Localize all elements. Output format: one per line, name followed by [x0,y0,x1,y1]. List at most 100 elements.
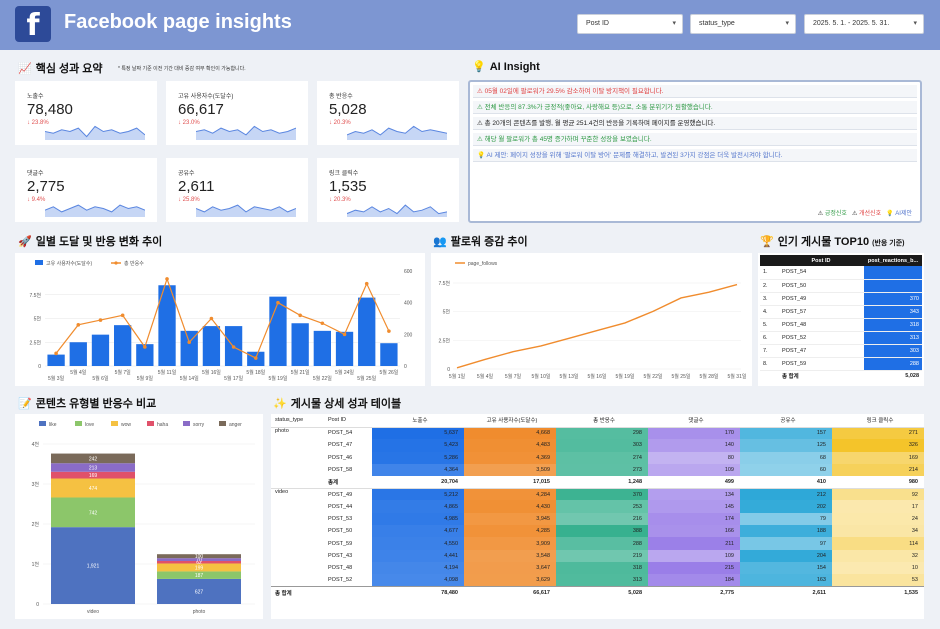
top10-row[interactable]: 1. POST_54 [760,266,922,279]
metric-cell: 4,677 [372,525,464,538]
right-tick: 400 [404,301,413,307]
rank: 4. [763,308,768,315]
ai-insight-line: 💡 AI 제안: 페이지 성장을 위해 '팔로워 이탈 방어' 문제를 해결하고… [473,149,917,162]
kpi-change: ↓ 9.4% [27,197,46,203]
grand-total-cell: 2,775 [720,589,734,596]
metric-cell: 326 [832,439,924,452]
top10-row[interactable]: 3. POST_49 370 [760,292,922,305]
reactions-point [342,332,347,337]
metric-cell: 4,364 [372,463,464,477]
metric-cell: 273 [556,463,648,477]
top10-subtitle: (반응 기준) [872,240,905,247]
post-id-cell: POST_58 [328,467,353,474]
table-row[interactable]: POST_59 4,550 3,909 288 211 97 114 [271,537,924,550]
top10-label: 인기 게시물 TOP10 [777,236,870,248]
metric-cell: 53 [832,574,924,587]
right-tick: 200 [404,332,413,338]
table-row[interactable]: POST_43 4,441 3,548 219 109 204 32 [271,549,924,562]
kpi-sparkline [347,204,447,217]
segment-label: 169 [89,473,98,479]
follower-chart-label: 팔로워 증감 추이 [450,236,528,248]
reaction-value: 343 [864,305,922,318]
kpi-card: 고유 사용자수(도달수) 66,617 ↓ 23.0% [166,81,308,145]
follows-line [456,283,738,369]
rank: 7. [763,347,768,354]
sparkline-line [347,125,447,136]
top10-row[interactable]: 8. POST_59 288 [760,357,922,370]
reaction-value: 313 [864,331,922,344]
table-row[interactable]: photo POST_54 5,637 4,668 298 170 157 271 [271,427,924,440]
kpi-card: 공유수 2,611 ↓ 25.8% [166,158,308,222]
detail-header: status_type Post ID 노출수 고유 사용자수(도달수) 총 반응수 댓글… [271,414,924,427]
status-type-filter[interactable]: status_type ▾ [690,14,796,34]
y-tick: 0 [447,367,450,373]
x-tick: 5월 6일 [92,375,109,382]
detail-col-header: 총 반응수 [593,418,615,425]
top10-row[interactable]: 7. POST_47 303 [760,344,922,357]
metric-cell: 68 [740,451,832,464]
detail-col-header: status_type [275,417,304,424]
table-row[interactable]: video POST_49 5,212 4,284 370 134 212 92 [271,488,924,501]
top10-header: Post ID post_reactions_b... [760,255,922,266]
x-tick: 5월 18일 [246,369,265,376]
sparkline-line [196,125,296,136]
subtotal-row: 총계 20,704 17,015 1,248 499 410 980 [271,476,924,489]
metric-cell: 388 [556,525,648,538]
table-row[interactable]: POST_52 4,098 3,629 313 184 163 53 [271,574,924,587]
rank: 2. [763,282,768,289]
segment-label: 242 [89,456,98,462]
metric-cell: 140 [648,439,740,452]
reaction-value [864,279,922,292]
metric-cell: 5,637 [372,427,464,440]
top10-row[interactable]: 6. POST_52 313 [760,331,922,344]
status-type-cell: photo [275,427,289,434]
detail-col-header: 노출수 [412,418,428,425]
x-tick: 5월 17일 [224,375,243,382]
kpi-label: 댓글수 [27,171,44,177]
metric-cell: 24 [832,512,924,526]
kpi-card: 총 반응수 5,028 ↓ 20.3% [317,81,459,145]
date-range-filter[interactable]: 2025. 5. 1. - 2025. 5. 31. ▾ [804,14,924,34]
metric-cell: 274 [556,451,648,464]
reach-bar [202,326,221,366]
table-row[interactable]: POST_44 4,865 4,430 253 145 202 17 [271,500,924,513]
kpi-value: 1,535 [329,178,367,195]
metric-cell: 318 [556,561,648,575]
x-tick: 5월 1일 [449,373,466,380]
table-row[interactable]: POST_50 4,677 4,285 388 166 188 34 [271,525,924,538]
y-tick: 0 [36,602,39,608]
left-tick: 7.5천 [29,292,41,299]
table-row[interactable]: POST_53 4,985 3,945 216 174 79 24 [271,512,924,526]
table-row[interactable]: POST_47 5,423 4,483 303 140 125 326 [271,439,924,452]
segment-label: 1,921 [87,564,100,570]
post-id-filter[interactable]: Post ID ▾ [577,14,683,34]
top10-row[interactable]: 5. POST_48 318 [760,318,922,331]
metric-cell: 166 [648,525,740,538]
ai-insight-text: AI 제안: 페이지 성장을 위해 '팔로워 이탈 방어' 문제를 해결하고, … [486,152,783,159]
sparkle-icon: ✨ [273,398,287,410]
metric-cell: 92 [832,488,924,501]
table-row[interactable]: POST_46 5,286 4,369 274 80 68 169 [271,451,924,464]
segment-label: 62 [196,560,202,566]
x-tick: 5월 14일 [180,375,199,382]
table-row[interactable]: POST_48 4,194 3,647 318 215 154 10 [271,561,924,575]
table-row[interactable]: POST_58 4,364 3,509 273 109 60 214 [271,463,924,477]
chart-icon: 📈 [18,63,32,75]
x-tick: 5월 19일 [616,373,635,380]
warning-icon: ⚠ [851,211,858,217]
stack-segment [51,463,135,472]
metric-cell: 4,668 [464,427,556,440]
kpi-label: 노출수 [27,94,44,100]
detail-table: status_type Post ID 노출수 고유 사용자수(도달수) 총 반응수 댓글… [271,414,924,599]
x-tick: video [87,609,99,615]
metric-cell: 174 [648,512,740,526]
metric-cell: 169 [832,451,924,464]
metric-cell: 80 [648,451,740,464]
reactions-point [364,281,369,286]
detail-col-header: 링크 클릭수 [866,418,894,425]
reactions-point [165,277,169,281]
stack-segment [51,527,135,604]
top10-row[interactable]: 4. POST_57 343 [760,305,922,318]
reach-bar [291,323,309,366]
top10-row[interactable]: 2. POST_50 [760,279,922,292]
